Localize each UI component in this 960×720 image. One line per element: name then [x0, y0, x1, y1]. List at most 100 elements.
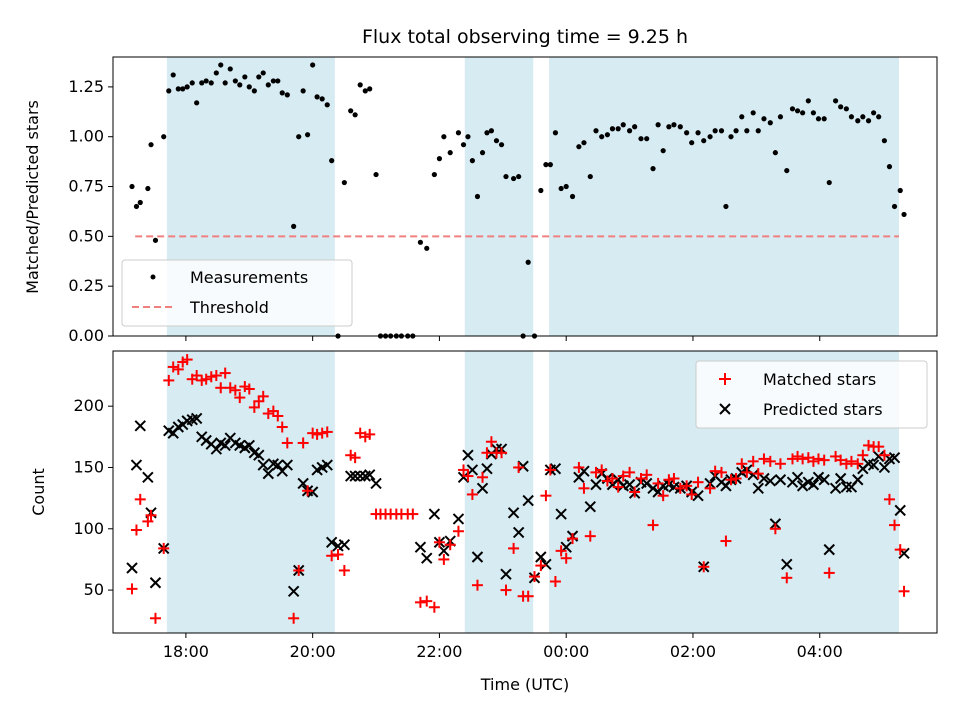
matched-stars-point	[316, 427, 328, 439]
matched-stars-point	[302, 485, 314, 497]
predicted-stars-point	[781, 558, 793, 571]
predicted-stars-point	[253, 449, 265, 461]
matched-stars-point	[584, 530, 596, 542]
top-y-tick-label: 0.50	[68, 226, 104, 245]
matched-stars-point	[257, 390, 269, 402]
matched-stars-point	[466, 488, 478, 500]
predicted-stars-point	[774, 474, 787, 486]
predicted-stars-point	[852, 474, 864, 486]
predicted-stars-point	[210, 443, 223, 455]
predicted-stars-point	[791, 471, 804, 483]
measurement-point	[576, 144, 582, 150]
predicted-stars-point	[338, 539, 351, 551]
matched-stars-point	[663, 474, 675, 486]
predicted-stars-point	[764, 475, 777, 487]
matched-stars-point	[898, 585, 910, 597]
measurement-point	[284, 92, 290, 98]
matched-stars-point	[647, 519, 659, 531]
matched-stars-point	[573, 461, 585, 473]
measurement-point	[227, 66, 233, 72]
top-shaded-regions	[166, 57, 899, 336]
bottom-x-tick-label: 20:00	[290, 642, 336, 661]
matched-stars-point	[181, 354, 193, 366]
predicted-stars-point	[584, 501, 596, 513]
matched-stars-point	[617, 470, 629, 482]
matched-stars-point	[529, 571, 541, 583]
measurement-point	[538, 187, 544, 194]
matched-stars-point	[668, 473, 680, 485]
predicted-stars-point	[257, 459, 269, 471]
matched-stars-point	[596, 464, 608, 476]
matched-stars-point	[752, 468, 764, 480]
measurement-point	[314, 94, 320, 100]
predicted-stars-point	[134, 420, 146, 432]
predicted-stars-point	[149, 577, 162, 589]
measurement-point	[800, 110, 806, 116]
measurement-point	[199, 80, 205, 86]
matched-stars-point	[567, 533, 579, 545]
predicted-stars-point	[287, 585, 300, 598]
matched-stars-point	[338, 564, 350, 576]
predicted-stars-point	[872, 450, 885, 463]
predicted-stars-point	[243, 439, 255, 452]
measurement-point	[304, 132, 311, 138]
measurement-point	[441, 134, 447, 140]
predicted-stars-point	[481, 462, 493, 475]
matched-stars-point	[158, 542, 170, 554]
matched-stars-point	[326, 550, 338, 562]
predicted-stars-point	[306, 486, 319, 498]
measurement-point	[848, 114, 855, 120]
predicted-stars-point	[807, 478, 820, 491]
matched-stars-point	[674, 482, 686, 494]
measurement-point	[843, 106, 849, 112]
matched-stars-point	[272, 410, 284, 422]
predicted-stars-point	[126, 562, 138, 574]
matched-stars-point	[652, 477, 664, 489]
measurement-point	[137, 199, 143, 206]
measurement-point	[324, 102, 330, 108]
bottom-panel: 50 100 150 200 18:00 20:00 22:00 00:00 02:00 04:…	[29, 350, 938, 694]
measurement-point	[525, 259, 531, 265]
matched-stars-point	[878, 449, 890, 461]
measurement-point	[296, 134, 302, 140]
top-x-axis	[185, 336, 821, 341]
matched-stars-point	[145, 509, 157, 521]
measurement-point	[498, 142, 505, 148]
measurement-point	[129, 183, 135, 190]
matched-stars-point	[715, 466, 727, 478]
matched-stars-point	[709, 465, 721, 477]
matched-stars-point	[481, 447, 493, 459]
matched-stars-point	[624, 466, 636, 478]
predicted-stars-point	[457, 471, 470, 483]
measurement-point	[638, 136, 644, 142]
predicted-stars-point	[476, 482, 489, 495]
predicted-stars-point	[540, 558, 552, 571]
top-y-axis-label: Matched/Predicted stars	[23, 100, 42, 294]
top-y-tick-label: 0.25	[68, 276, 104, 295]
measurement-point	[352, 112, 358, 118]
measurement-point	[516, 173, 522, 180]
measurement-point	[275, 78, 281, 84]
matched-stars-point	[321, 426, 333, 438]
measurement-point	[265, 82, 271, 88]
matched-stars-point	[883, 493, 895, 505]
top-y-tick-label: 1.25	[68, 77, 104, 96]
matched-stars-point	[508, 542, 520, 554]
measurement-point	[547, 162, 553, 168]
measurement-point	[604, 132, 611, 138]
predicted-stars-point	[517, 460, 529, 472]
predicted-stars-point	[281, 459, 294, 471]
predicted-stars-point	[507, 507, 520, 519]
matched-stars-point	[590, 466, 602, 478]
predicted-stars-point	[623, 478, 636, 491]
matched-stars-point	[200, 373, 212, 385]
measurement-point	[772, 150, 778, 156]
matched-stars-point	[332, 549, 344, 561]
matched-stars-point	[485, 436, 497, 448]
measurement-point	[208, 80, 214, 86]
measurement-point	[755, 128, 761, 134]
predicted-stars-point	[421, 552, 433, 564]
measurement-point	[777, 114, 784, 120]
matched-stars-point	[812, 453, 824, 465]
measurement-point	[166, 88, 172, 94]
